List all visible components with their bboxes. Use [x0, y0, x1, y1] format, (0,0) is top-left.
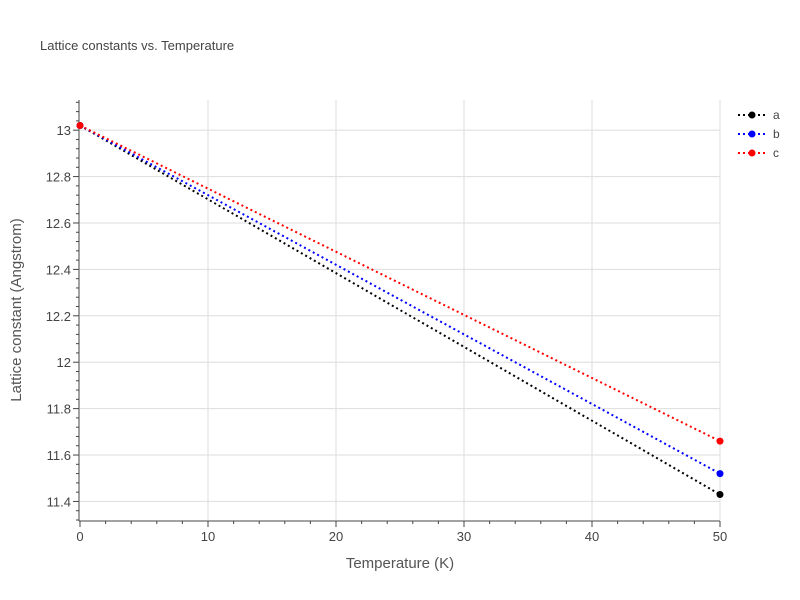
legend-marker-b: [748, 130, 756, 138]
chart-title: Lattice constants vs. Temperature: [40, 38, 234, 53]
legend[interactable]: abc: [738, 108, 780, 160]
series-line-b: [79, 124, 721, 475]
y-tick-label: 12.8: [46, 170, 71, 185]
grid: [80, 100, 721, 520]
y-tick-label: 12: [57, 355, 71, 370]
x-tick-label: 0: [76, 529, 83, 544]
axes: 0 10 20 30 40 50 11.4 11.6 11.8 12 12.2 12.4 12.6 12.…: [46, 100, 727, 544]
data-point-c[interactable]: [76, 122, 84, 130]
y-tick-label: 13: [57, 123, 71, 138]
legend-label-a[interactable]: a: [773, 108, 780, 122]
y-tick-label: 12.6: [46, 216, 71, 231]
x-tick-label: 30: [457, 529, 471, 544]
y-tick-label: 12.4: [46, 262, 71, 277]
legend-marker-c: [748, 149, 756, 157]
legend-marker-a: [748, 111, 756, 119]
x-tick-label: 10: [201, 529, 215, 544]
data-point-b[interactable]: [716, 470, 724, 478]
data-point-a[interactable]: [716, 490, 724, 498]
x-tick-label: 20: [329, 529, 343, 544]
y-tick-label: 11.4: [47, 494, 71, 509]
series-line-a: [79, 124, 721, 496]
series-line-c: [79, 124, 721, 443]
plot-area: [76, 122, 724, 498]
data-point-c[interactable]: [716, 437, 724, 445]
x-axis-title: Temperature (K): [346, 555, 454, 572]
y-tick-label: 12.2: [46, 309, 71, 324]
y-tick-label: 11.6: [47, 448, 71, 463]
legend-label-b[interactable]: b: [773, 127, 780, 141]
x-tick-label: 50: [713, 529, 727, 544]
y-tick-label: 11.8: [47, 402, 71, 417]
legend-label-c[interactable]: c: [773, 146, 779, 160]
y-axis-title: Lattice constant (Angstrom): [8, 218, 25, 401]
x-tick-label: 40: [585, 529, 599, 544]
